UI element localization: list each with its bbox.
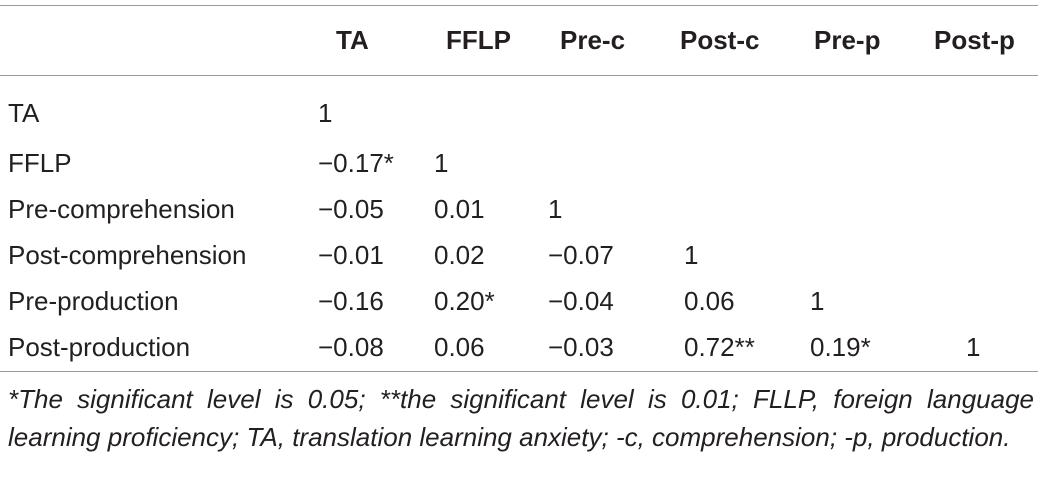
- table-cell: [910, 140, 1038, 186]
- table-row: Pre-comprehension −0.05 0.01 1: [0, 186, 1038, 232]
- table-cell: −0.03: [548, 331, 614, 362]
- header-rule: [0, 75, 1038, 76]
- table-row: TA 1: [0, 76, 1038, 140]
- row-label: Pre-production: [8, 285, 179, 316]
- table-cell: 0.01: [434, 193, 485, 224]
- table-cell: 0.72**: [684, 331, 755, 362]
- table-cell: [658, 186, 790, 232]
- table-cell: [910, 76, 1038, 140]
- table-cell: [538, 140, 658, 186]
- table-cell: 0.06: [684, 285, 735, 316]
- correlation-table: TA FFLP Pre-c Post-c Pre-p Post-p TA 1 F…: [0, 0, 1038, 370]
- table-cell: [658, 76, 790, 140]
- table-cell: −0.04: [548, 285, 614, 316]
- table-cell: [910, 278, 1038, 324]
- row-label: Post-production: [8, 331, 191, 362]
- table-cell: [910, 232, 1038, 278]
- table-row: Post-comprehension −0.01 0.02 −0.07 1: [0, 232, 1038, 278]
- table-cell: [658, 140, 790, 186]
- table-cell: 1: [548, 193, 563, 224]
- table-cell: 1: [318, 97, 333, 128]
- header-cell-pre-p: Pre-p: [814, 24, 881, 55]
- row-label: Pre-comprehension: [8, 193, 235, 224]
- header-cell-post-p: Post-p: [934, 24, 1015, 55]
- table-cell: −0.05: [318, 193, 384, 224]
- header-cell-pre-c: Pre-c: [560, 24, 626, 55]
- table-cell: 1: [810, 285, 825, 316]
- table-cell: 0.19*: [810, 331, 871, 362]
- header-cell-fflp: FFLP: [446, 24, 511, 55]
- row-label: Post-comprehension: [8, 239, 247, 270]
- header-cell-post-c: Post-c: [680, 24, 760, 55]
- table-cell: −0.16: [318, 285, 384, 316]
- table-footnote: *The significant level is 0.05; **the si…: [8, 384, 1034, 452]
- table-cell: [910, 186, 1038, 232]
- header-cell-corner: [0, 0, 300, 76]
- table-cell: 1: [684, 239, 699, 270]
- row-label: FFLP: [8, 147, 72, 178]
- table-cell: 0.02: [434, 239, 485, 270]
- table-cell: 0.06: [434, 331, 485, 362]
- table-row: Pre-production −0.16 0.20* −0.04 0.06 1: [0, 278, 1038, 324]
- table-cell: −0.07: [548, 239, 614, 270]
- table-cell: −0.08: [318, 331, 384, 362]
- bottom-rule: [0, 371, 1038, 372]
- row-label: TA: [8, 97, 40, 128]
- table-cell: [790, 186, 910, 232]
- table-cell: [418, 76, 538, 140]
- table-row: Post-production −0.08 0.06 −0.03 0.72** …: [0, 324, 1038, 370]
- table-cell: [790, 232, 910, 278]
- table-cell: [538, 76, 658, 140]
- table-cell: 1: [966, 331, 981, 362]
- table-cell: 1: [434, 147, 449, 178]
- table-cell: −0.17*: [318, 147, 394, 178]
- table-cell: [790, 140, 910, 186]
- table-row: FFLP −0.17* 1: [0, 140, 1038, 186]
- table-cell: −0.01: [318, 239, 384, 270]
- table-cell: [790, 76, 910, 140]
- header-row: TA FFLP Pre-c Post-c Pre-p Post-p: [0, 0, 1038, 76]
- top-rule: [0, 5, 1038, 6]
- table-cell: 0.20*: [434, 285, 495, 316]
- header-cell-ta: TA: [336, 24, 369, 55]
